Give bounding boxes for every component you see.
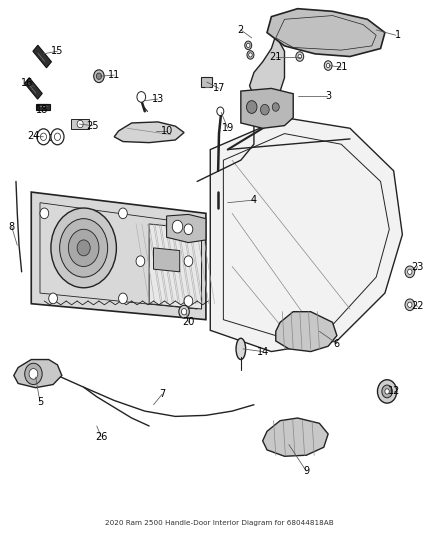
Polygon shape bbox=[241, 88, 293, 128]
Circle shape bbox=[119, 208, 127, 219]
Circle shape bbox=[25, 364, 42, 384]
Polygon shape bbox=[25, 78, 42, 99]
Circle shape bbox=[184, 224, 193, 235]
Text: 2020 Ram 2500 Handle-Door Interior Diagram for 68044818AB: 2020 Ram 2500 Handle-Door Interior Diagr… bbox=[105, 520, 333, 526]
Circle shape bbox=[261, 104, 269, 115]
Circle shape bbox=[324, 61, 332, 70]
Text: 12: 12 bbox=[388, 386, 400, 397]
Text: 13: 13 bbox=[152, 94, 164, 104]
Circle shape bbox=[181, 309, 187, 315]
Text: 5: 5 bbox=[37, 397, 43, 407]
Text: 21: 21 bbox=[269, 52, 282, 61]
Text: 21: 21 bbox=[335, 62, 347, 72]
Circle shape bbox=[179, 305, 189, 318]
Polygon shape bbox=[36, 103, 48, 110]
Circle shape bbox=[184, 256, 193, 266]
Text: 8: 8 bbox=[9, 222, 14, 232]
Circle shape bbox=[77, 240, 90, 256]
Text: 22: 22 bbox=[411, 301, 424, 311]
Circle shape bbox=[247, 51, 254, 59]
FancyBboxPatch shape bbox=[71, 119, 89, 129]
Circle shape bbox=[119, 293, 127, 304]
Ellipse shape bbox=[236, 338, 246, 360]
Polygon shape bbox=[149, 224, 201, 309]
Text: 15: 15 bbox=[51, 46, 64, 56]
Polygon shape bbox=[267, 9, 385, 56]
Circle shape bbox=[37, 129, 50, 145]
Polygon shape bbox=[33, 45, 51, 68]
Text: 3: 3 bbox=[325, 91, 331, 101]
Circle shape bbox=[184, 296, 193, 306]
Polygon shape bbox=[153, 248, 180, 272]
Circle shape bbox=[172, 220, 183, 233]
Circle shape bbox=[247, 43, 250, 47]
Circle shape bbox=[405, 266, 415, 278]
Circle shape bbox=[60, 219, 108, 277]
Circle shape bbox=[137, 92, 146, 102]
Text: 19: 19 bbox=[222, 123, 234, 133]
Circle shape bbox=[96, 73, 102, 79]
Polygon shape bbox=[114, 122, 184, 143]
Circle shape bbox=[272, 103, 279, 111]
Text: 24: 24 bbox=[27, 131, 39, 141]
Circle shape bbox=[247, 101, 257, 114]
Text: 14: 14 bbox=[257, 346, 269, 357]
Text: 2: 2 bbox=[238, 25, 244, 35]
Circle shape bbox=[405, 299, 415, 311]
Polygon shape bbox=[43, 134, 57, 140]
Circle shape bbox=[54, 133, 60, 141]
Text: 25: 25 bbox=[86, 120, 99, 131]
Circle shape bbox=[40, 208, 49, 219]
Text: 23: 23 bbox=[411, 262, 424, 271]
Text: 16: 16 bbox=[21, 78, 33, 88]
Text: 4: 4 bbox=[251, 195, 257, 205]
Circle shape bbox=[408, 302, 412, 308]
Text: 10: 10 bbox=[160, 126, 173, 136]
FancyBboxPatch shape bbox=[201, 77, 212, 87]
Text: 26: 26 bbox=[95, 432, 107, 442]
Circle shape bbox=[51, 208, 117, 288]
Circle shape bbox=[298, 54, 301, 59]
Polygon shape bbox=[276, 312, 337, 352]
Circle shape bbox=[29, 368, 38, 379]
Text: 6: 6 bbox=[334, 338, 340, 349]
Text: 17: 17 bbox=[213, 83, 225, 93]
Circle shape bbox=[136, 256, 145, 266]
Circle shape bbox=[378, 379, 397, 403]
Circle shape bbox=[296, 52, 304, 61]
Circle shape bbox=[40, 133, 46, 141]
Circle shape bbox=[245, 41, 252, 50]
Text: 11: 11 bbox=[108, 70, 120, 80]
Text: 9: 9 bbox=[303, 466, 309, 476]
Text: 1: 1 bbox=[395, 30, 401, 41]
Polygon shape bbox=[250, 35, 285, 99]
Polygon shape bbox=[263, 418, 328, 456]
Text: 20: 20 bbox=[182, 317, 194, 327]
Circle shape bbox=[68, 229, 99, 266]
Circle shape bbox=[382, 385, 392, 398]
Circle shape bbox=[408, 269, 412, 274]
Circle shape bbox=[249, 53, 252, 57]
Circle shape bbox=[77, 120, 83, 128]
Circle shape bbox=[51, 129, 64, 145]
Polygon shape bbox=[31, 192, 206, 320]
Circle shape bbox=[385, 389, 389, 394]
Text: 18: 18 bbox=[36, 104, 48, 115]
Polygon shape bbox=[210, 118, 403, 352]
Circle shape bbox=[326, 63, 330, 68]
Polygon shape bbox=[166, 214, 206, 243]
Circle shape bbox=[94, 70, 104, 83]
Circle shape bbox=[49, 293, 57, 304]
Text: 7: 7 bbox=[159, 389, 166, 399]
Polygon shape bbox=[37, 104, 50, 110]
Polygon shape bbox=[14, 360, 62, 387]
Circle shape bbox=[217, 107, 224, 116]
